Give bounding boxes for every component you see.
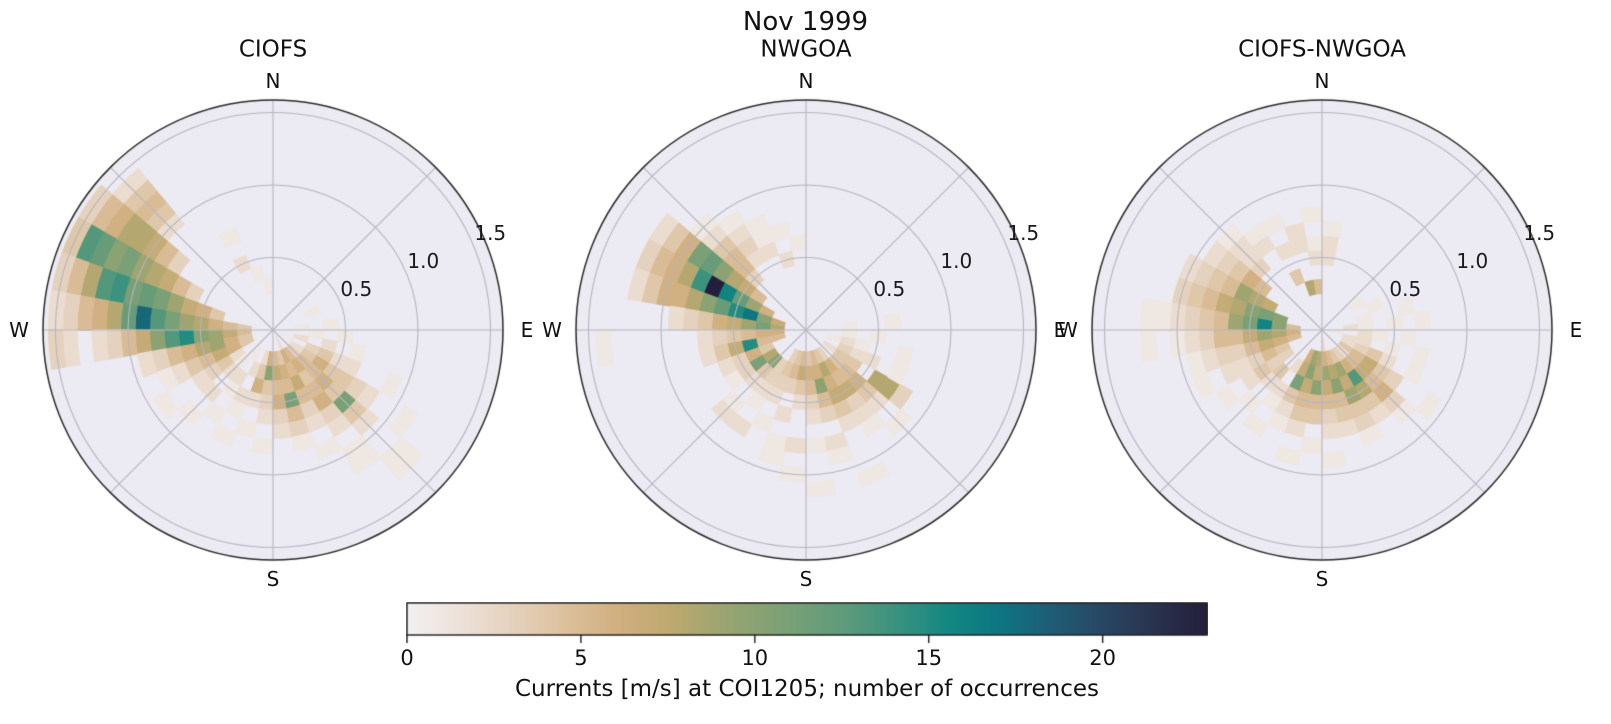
west-label: W (9, 318, 29, 342)
radial-tick-label-0-5: 0.5 (340, 276, 373, 301)
radial-tick-label-0-5: 0.5 (873, 276, 906, 301)
ciofs-nwgoa-polar-rose-canvas (1072, 80, 1572, 580)
radial-tick-label-1-5: 1.5 (474, 221, 507, 246)
radial-tick-label-0-5: 0.5 (1389, 276, 1422, 301)
radial-tick-label-1-0: 1.0 (407, 249, 440, 274)
colorbar-axis-label: Currents [m/s] at COI1205; number of occ… (514, 676, 1100, 702)
north-label: N (265, 69, 281, 93)
colorbar-tick-label: 5 (574, 646, 588, 670)
west-label: W (542, 318, 562, 342)
east-label: E (1569, 318, 1583, 342)
east-label: E (1053, 318, 1067, 342)
ciofs-polar-rose-canvas (23, 80, 523, 580)
colorbar-tick-label: 20 (1089, 646, 1117, 670)
subplot-title-nwgoa: NWGOA (760, 36, 852, 63)
east-label: E (520, 318, 534, 342)
south-label: S (266, 567, 280, 591)
figure-suptitle: Nov 1999 (742, 7, 869, 37)
south-label: S (799, 567, 813, 591)
radial-tick-label-1-5: 1.5 (1523, 221, 1556, 246)
north-label: N (798, 69, 814, 93)
colorbar-tick-label: 15 (915, 646, 943, 670)
north-label: N (1314, 69, 1330, 93)
radial-tick-label-1-0: 1.0 (940, 249, 973, 274)
colorbar-tick-label: 10 (741, 646, 769, 670)
west-label: W (1058, 318, 1078, 342)
subplot-title-ciofs-nwgoa: CIOFS-NWGOA (1238, 36, 1406, 63)
south-label: S (1315, 567, 1329, 591)
radial-tick-label-1-0: 1.0 (1456, 249, 1489, 274)
colorbar-canvas (406, 602, 1208, 646)
nwgoa-polar-rose-canvas (556, 80, 1056, 580)
colorbar-tick-label: 0 (400, 646, 414, 670)
radial-tick-label-1-5: 1.5 (1007, 221, 1040, 246)
subplot-title-ciofs: CIOFS (238, 36, 308, 63)
